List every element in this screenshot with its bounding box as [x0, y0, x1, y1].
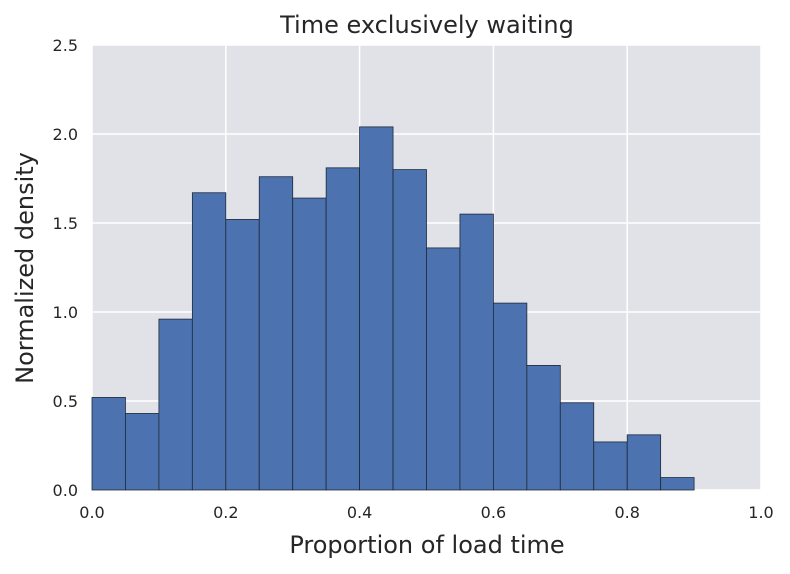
histogram-bar-7 [325, 167, 360, 491]
histogram-bar-17 [660, 477, 695, 491]
histogram-bar-3 [191, 192, 227, 491]
histogram-bar-8 [359, 126, 394, 491]
histogram-bar-6 [292, 197, 327, 491]
histogram-bar-2 [158, 318, 193, 491]
histogram-bars [91, 126, 695, 491]
x-tick-label: 0.8 [614, 503, 639, 522]
y-axis-label: Normalized density [11, 152, 39, 384]
histogram-bar-0 [91, 397, 126, 491]
x-tick-label: 0.2 [213, 503, 238, 522]
y-tick-label: 0.0 [53, 481, 78, 500]
histogram-bar-11 [459, 213, 494, 491]
histogram-bar-4 [225, 219, 260, 491]
x-tick-label: 0.4 [347, 503, 372, 522]
y-tick-label: 1.5 [53, 214, 78, 233]
y-tick-label: 1.0 [53, 303, 78, 322]
y-tick-label: 2.5 [53, 36, 78, 55]
histogram-bar-14 [559, 402, 595, 491]
histogram-bar-10 [426, 247, 461, 491]
histogram-bar-16 [626, 434, 662, 491]
y-tick-label: 0.5 [53, 392, 78, 411]
histogram-bar-15 [593, 441, 628, 491]
histogram-bar-1 [125, 413, 160, 491]
y-tick-labels: 0.0 0.5 1.0 1.5 2.0 2.5 [53, 36, 78, 500]
x-tick-label: 1.0 [748, 503, 773, 522]
x-tick-label: 0.0 [79, 503, 104, 522]
x-axis-label: Proportion of load time [289, 531, 564, 559]
x-tick-labels: 0.0 0.2 0.4 0.6 0.8 1.0 [79, 503, 773, 522]
x-tick-label: 0.6 [481, 503, 506, 522]
chart-title: Time exclusively waiting [279, 11, 574, 39]
histogram-bar-12 [492, 302, 528, 491]
histogram-bar-5 [258, 176, 294, 491]
histogram-bar-13 [526, 364, 561, 491]
y-tick-label: 2.0 [53, 125, 78, 144]
histogram-bar-9 [392, 169, 427, 491]
